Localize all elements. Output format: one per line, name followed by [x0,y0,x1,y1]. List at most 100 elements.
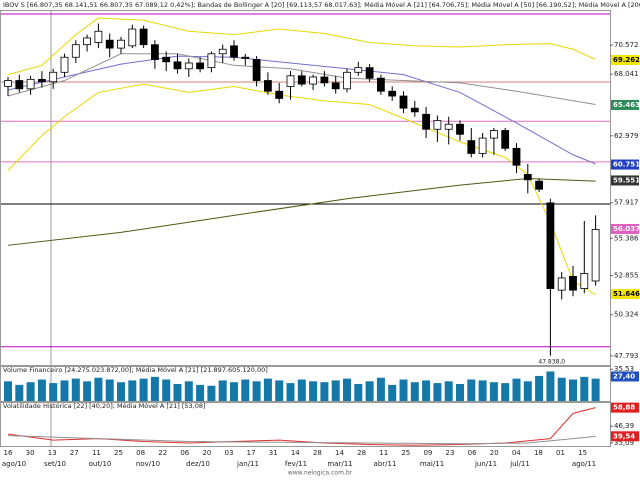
volume-bar [557,377,566,401]
y-tick-label: 46,39 [614,422,634,430]
candle-body [49,71,58,83]
candle-body [343,71,351,90]
y-tick-label: 62.979 [614,132,639,140]
candle-body [388,90,397,97]
volatility-title: Volatilidade Histórica [22] [40,20]; Méd… [3,402,206,410]
y-tick-label: 47.793 [614,352,639,360]
price-tag-label: 59.551 [613,176,640,184]
candle-body [263,80,272,92]
candle-body [557,277,566,291]
candle-body [433,120,442,130]
y-tick-label: 55.386 [614,234,639,242]
candle-body [207,53,216,69]
volume-bar [286,383,295,401]
price-tag [611,175,639,186]
x-tick-label: 11 [92,449,101,457]
volume-bar [444,381,453,401]
candle-body [196,62,205,70]
x-tick-label: 20 [490,449,499,457]
x-tick-label: 14 [291,449,300,457]
volume-bar [263,378,272,401]
price-tag-label: 60.751 [613,161,640,169]
month-label: jul/11 [509,460,530,468]
volume-bar [15,384,24,401]
volume-bar [83,381,92,401]
candle-body [512,147,521,166]
candle-body [139,28,148,46]
y-tick-label: 35,09 [614,439,634,447]
volume-bar [388,384,397,401]
price-tag-label: 65.463 [613,101,640,109]
candle-body [230,45,238,58]
volume-bar [26,382,35,401]
candle-body [422,113,431,130]
candle-body [128,28,137,47]
volume-bar [331,380,340,401]
x-tick-label: 17 [247,449,256,457]
volume-bar [207,385,216,401]
month-label: nov/10 [136,460,160,468]
volume-bar [512,378,521,401]
volume-bar [546,371,555,401]
candle-body [150,44,159,60]
volume-bar [60,380,69,401]
volume-bar [320,382,329,401]
volume-bar [365,381,374,401]
price-tag-label: 27,40 [613,372,635,380]
candle-body [546,202,555,289]
y-tick-label: 35,53 [614,365,634,373]
x-tick-label: 11 [379,449,388,457]
price-tag [611,402,639,413]
volume-bar [523,381,532,401]
candle-body [331,82,340,90]
main-panel [0,10,611,366]
candle-body [569,276,577,291]
candle-body [523,174,532,181]
candle-body [286,75,295,87]
candle-body [478,137,487,154]
candle-body [410,107,419,113]
x-tick-label: 06 [468,449,477,457]
indicator-line [7,55,596,165]
volume-bar [478,380,487,401]
candle-body [94,30,103,43]
y-tick-label: 52.855 [614,272,639,280]
x-tick-label: 13 [48,449,57,457]
x-tick-label: 01 [556,449,565,457]
x-tick-label: 31 [269,449,278,457]
price-tag [611,289,639,300]
y-tick-label: 50.324 [614,311,639,319]
volume-bar [49,383,58,401]
volume-bar [433,383,442,401]
candle-body [15,80,24,90]
candle-body [173,61,182,70]
volume-bar [535,375,544,401]
volume-bar [591,378,600,401]
volume-bar [230,382,238,401]
x-tick-label: 14 [335,449,344,457]
candle-body [297,75,306,85]
candle-body [218,48,227,55]
month-label: ago/10 [2,460,26,468]
x-tick-label: 27 [70,449,79,457]
price-tag-label: 69.262 [613,56,640,64]
month-label: dez/10 [186,460,210,468]
candle-body [83,37,91,46]
price-tag-label: 56.037 [613,225,640,233]
y-tick-label: 68.041 [614,70,639,78]
volume-bar [275,380,284,401]
volume-bar [162,379,171,401]
x-tick-label: 25 [401,449,410,457]
volume-bar [343,378,351,401]
price-tag-label: 58,88 [613,404,635,412]
indicator-line [7,17,596,76]
volume-bar [252,381,261,401]
volume-bar [410,382,419,401]
month-label: mai/11 [420,460,444,468]
volume-bar [139,378,148,401]
volume-bar [150,376,159,401]
volume-title: Volume Financeiro [24.275.023.872,00]; M… [3,366,268,374]
volume-bar [309,381,318,401]
price-tag-label: 39,54 [613,432,635,440]
